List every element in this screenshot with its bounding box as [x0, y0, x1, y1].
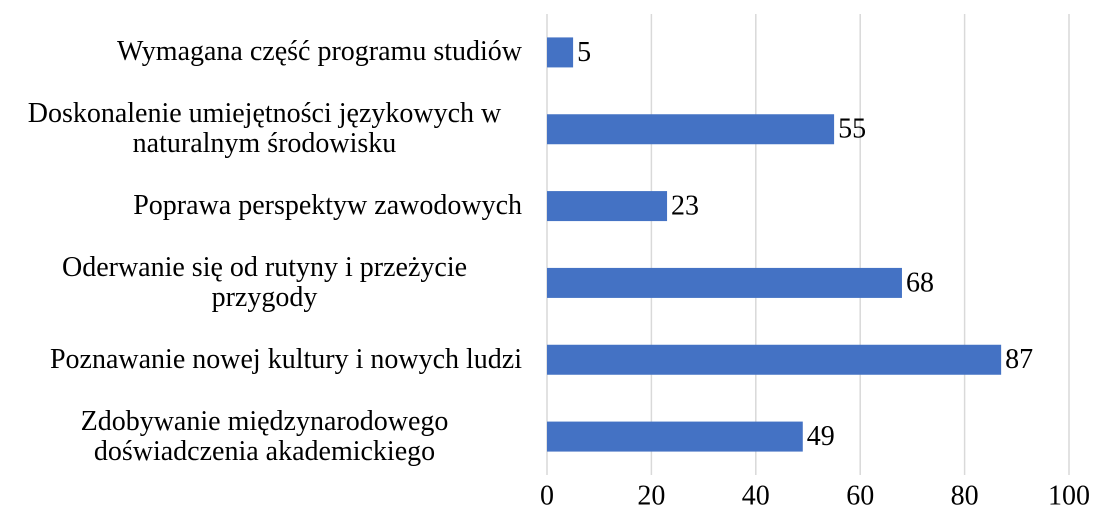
y-tick-label-box: Poznawanie nowej kultury i nowych ludzi	[0, 343, 522, 375]
value-label: 5	[577, 37, 591, 68]
y-tick-label-box: Poprawa perspektyw zawodowych	[0, 191, 522, 221]
bar	[547, 344, 1002, 375]
bar	[547, 267, 902, 298]
y-tick-label: Oderwanie się od rutyny i przeżycie przy…	[61, 251, 468, 313]
bar	[547, 191, 668, 222]
y-tick-label: Zdobywanie międzynarodowego doświadczeni…	[80, 405, 449, 467]
x-tick-label: 40	[742, 480, 770, 511]
y-tick-label-box: Oderwanie się od rutyny i przeżycie przy…	[0, 251, 522, 313]
y-tick-label: Doskonalenie umiejętności językowych w n…	[27, 98, 502, 160]
y-tick-label-box: Wymagana część programu studiów	[0, 37, 522, 67]
value-label: 49	[807, 421, 835, 452]
x-tick-label: 0	[540, 480, 554, 511]
y-tick-label: Wymagana część programu studiów	[117, 36, 522, 68]
y-tick-label-box: Doskonalenie umiejętności językowych w n…	[0, 99, 522, 159]
bar	[547, 37, 574, 68]
value-label: 87	[1005, 344, 1033, 375]
x-tick-label: 80	[951, 480, 979, 511]
bar	[547, 114, 835, 145]
value-label: 55	[838, 114, 866, 145]
value-label: 68	[906, 267, 934, 298]
y-tick-label: Poprawa perspektyw zawodowych	[133, 190, 522, 222]
x-tick-label: 60	[846, 480, 874, 511]
x-tick-label: 100	[1048, 480, 1090, 511]
y-tick-label: Poznawanie nowej kultury i nowych ludzi	[49, 343, 522, 375]
y-tick-label-box: Zdobywanie międzynarodowego doświadczeni…	[0, 405, 522, 467]
x-tick-label: 20	[637, 480, 665, 511]
bar	[547, 421, 803, 452]
value-label: 23	[671, 191, 699, 222]
